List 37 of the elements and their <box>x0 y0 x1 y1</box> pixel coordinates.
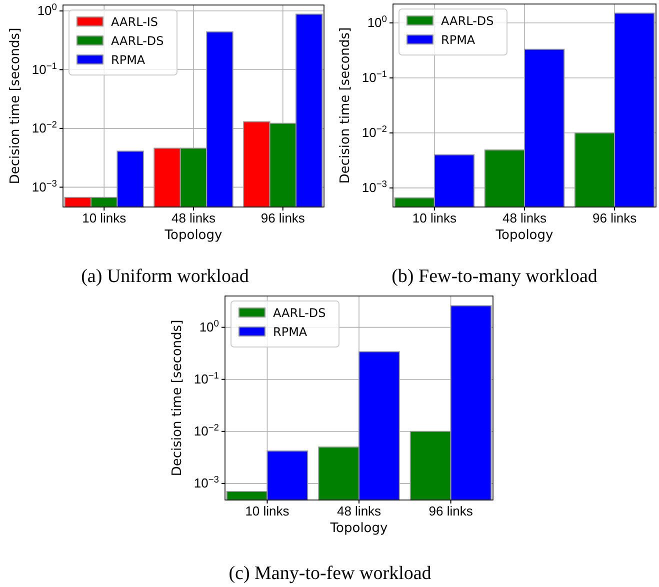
y-tick-label: 10$^{−2}$ <box>194 422 219 439</box>
legend-label: RPMA <box>111 53 146 67</box>
text: (c) Many-to-few workload <box>228 563 432 584</box>
y-tick-label: 10$^{−1}$ <box>32 60 57 77</box>
y-tick-label: 10$^{−3}$ <box>194 474 219 491</box>
x-tick-label: 10 links <box>412 210 457 226</box>
y-tick-label: 10$^{−3}$ <box>32 178 57 194</box>
y-tick-label: 10$^{−3}$ <box>362 179 387 196</box>
x-tick-label: 96 links <box>592 210 638 226</box>
y-axis-title: Decision time [seconds] <box>170 320 185 476</box>
x-tick-label: 10 links <box>82 210 127 226</box>
y-tick-label: 10$^{−1}$ <box>194 370 219 387</box>
x-tick-label: 96 links <box>428 504 474 519</box>
x-axis-title: Topology <box>494 228 554 243</box>
y-tick-label: 10$^{−1}$ <box>362 69 387 86</box>
x-tick-label: 10 links <box>245 504 290 519</box>
legend-label: AARL-DS <box>273 306 326 320</box>
legend-label: AARL-IS <box>111 15 158 29</box>
y-tick-label: 10$^{−2}$ <box>32 120 57 136</box>
text: (b) Few-to-many workload <box>392 266 598 287</box>
legend-label: RPMA <box>441 33 476 47</box>
x-axis-title: Topology <box>329 521 388 536</box>
legend-label: RPMA <box>273 325 308 339</box>
y-tick-label: 10$^{0}$ <box>37 2 57 18</box>
y-axis-title: Decision time [seconds] <box>338 27 353 184</box>
x-tick-label: 48 links <box>171 210 216 226</box>
y-axis-title: Decision time [seconds] <box>8 28 23 184</box>
legend-label: AARL-DS <box>441 14 494 28</box>
y-tick-label: 10$^{0}$ <box>199 318 219 334</box>
x-axis-title: Topology <box>164 228 223 243</box>
x-tick-label: 96 links <box>260 210 306 226</box>
y-tick-label: 10$^{0}$ <box>367 14 387 30</box>
x-tick-label: 48 links <box>336 504 382 519</box>
x-tick-label: 48 links <box>502 210 548 226</box>
y-tick-label: 10$^{−2}$ <box>362 124 387 140</box>
legend-label: AARL-DS <box>111 34 164 48</box>
text: (a) Uniform workload <box>81 266 250 287</box>
